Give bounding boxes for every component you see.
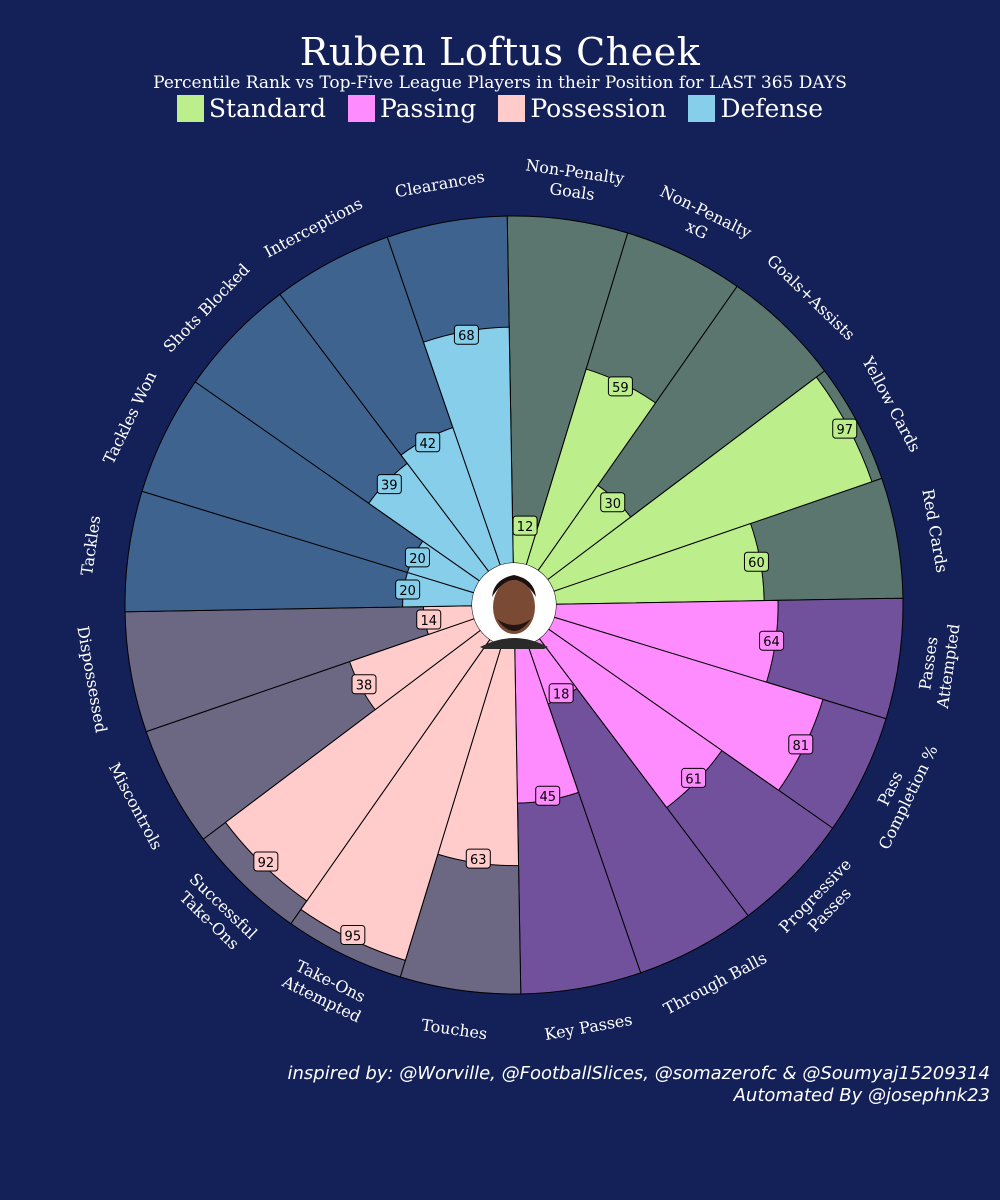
value-label-touches: 63 (470, 853, 487, 868)
value-box-yellow-cards (832, 418, 858, 439)
value-box-key-passes (535, 785, 561, 806)
legend-item-passing: Passing (347, 94, 477, 123)
legend-swatch-passing (347, 95, 375, 122)
legend-swatch-standard (176, 95, 204, 122)
value-label-progressive-passes: 61 (685, 772, 702, 787)
category-label-dispossessed: Dispossessed (73, 625, 110, 735)
value-label-tackles: 20 (399, 584, 416, 599)
category-label-yellow-cards: Yellow Cards (858, 353, 925, 456)
value-label-through-balls: 18 (553, 688, 570, 703)
chart-subtitle: Percentile Rank vs Top-Five League Playe… (153, 73, 847, 93)
legend-label-defense: Defense (720, 94, 824, 123)
value-label-take-ons-attempted: 95 (345, 929, 362, 944)
value-label-key-passes: 45 (539, 790, 556, 805)
value-box-non-penalty-goals (512, 515, 538, 536)
value-box-non-penalty-xg (607, 376, 633, 397)
value-box-through-balls (548, 683, 574, 704)
category-label-miscontrols: Miscontrols (105, 759, 167, 852)
value-box-touches (465, 848, 491, 869)
legend-label-possession: Possession (530, 94, 667, 123)
value-box-interceptions (415, 432, 441, 453)
credits-inspired-by: inspired by: @Worville, @FootballSlices,… (287, 1063, 990, 1084)
value-box-goals-assists (600, 492, 626, 513)
value-label-shots-blocked: 39 (381, 479, 398, 494)
category-label-touches: Touches (420, 1015, 488, 1043)
value-box-progressive-passes (681, 767, 707, 788)
category-label-red-cards: Red Cards (918, 487, 951, 574)
value-box-passes-attempted (759, 630, 785, 651)
value-label-red-cards: 60 (748, 556, 765, 571)
value-label-yellow-cards: 97 (836, 423, 853, 438)
value-label-interceptions: 42 (419, 437, 436, 452)
category-label-interceptions: Interceptions (261, 194, 366, 262)
legend-label-passing: Passing (379, 94, 477, 123)
value-box-pass-completion (788, 734, 814, 755)
legend-item-standard: Standard (176, 94, 326, 123)
value-box-miscontrols (351, 674, 377, 695)
value-box-tackles-won (404, 547, 430, 568)
value-box-red-cards (743, 551, 769, 572)
category-label-clearances: Clearances (394, 167, 486, 201)
value-label-miscontrols: 38 (356, 679, 373, 694)
value-label-non-penalty-goals: 12 (517, 520, 534, 535)
legend-swatch-possession (498, 95, 526, 122)
legend-swatch-defense (688, 95, 716, 122)
credits: inspired by: @Worville, @FootballSlices,… (190, 1063, 990, 1107)
category-label-tackles-won: Tackles Won (99, 368, 160, 467)
value-label-clearances: 68 (458, 329, 475, 344)
credits-automated-by: Automated By @josephnk23 (733, 1085, 990, 1106)
value-box-clearances (453, 324, 479, 345)
value-box-successful-take-ons (253, 851, 279, 872)
bar-yellow-cards (546, 376, 873, 592)
value-label-pass-completion: 81 (793, 739, 810, 754)
category-label-passes-attempted: PassesAttempted (913, 620, 964, 711)
value-box-shots-blocked (376, 474, 402, 495)
value-box-tackles (395, 579, 421, 600)
value-label-dispossessed: 14 (420, 614, 437, 629)
legend-item-possession: Possession (498, 94, 666, 123)
category-label-key-passes: Key Passes (543, 1010, 634, 1044)
value-label-goals-assists: 30 (604, 497, 621, 512)
value-label-successful-take-ons: 92 (258, 856, 275, 871)
value-box-take-ons-attempted (340, 924, 366, 945)
value-box-dispossessed (416, 609, 442, 630)
value-label-tackles-won: 20 (409, 552, 426, 567)
legend-item-defense: Defense (688, 94, 823, 123)
category-label-non-penalty-goals: Non-PenaltyGoals (522, 155, 626, 207)
category-label-tackles: Tackles (77, 514, 104, 576)
value-label-passes-attempted: 64 (763, 635, 780, 650)
category-label-take-ons-attempted: Take-OnsAttempted (278, 954, 373, 1027)
player-photo (480, 575, 548, 649)
value-label-non-penalty-xg: 59 (612, 381, 629, 396)
chart-title: Ruben Loftus Cheek (299, 30, 701, 74)
legend-label-standard: Standard (208, 94, 326, 123)
legend: Standard Passing Possession Defense (0, 94, 1000, 123)
